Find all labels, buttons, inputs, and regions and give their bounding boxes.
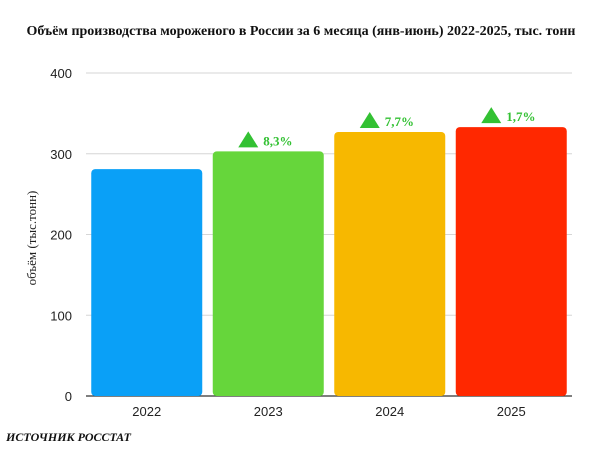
y-tick-label: 400 — [50, 66, 72, 81]
labels: 0 100 200 300 400 2022 2023 8,3% 2024 7,7% 2025 1,7… — [50, 66, 535, 419]
up-arrow-icon — [481, 107, 502, 124]
bar-2024 — [334, 131, 446, 396]
bar-2025 — [455, 127, 567, 396]
x-tick-label: 2025 — [497, 404, 526, 419]
source-note: ИСТОЧНИК РОССТАТ — [6, 430, 131, 444]
y-tick-label: 300 — [50, 147, 72, 162]
x-tick-label: 2023 — [254, 404, 283, 419]
growth-label: 8,3% — [263, 133, 292, 148]
bar-2023 — [212, 151, 324, 396]
growth-label: 7,7% — [385, 114, 414, 129]
y-tick-label: 200 — [50, 228, 72, 243]
up-arrow-icon — [359, 111, 380, 128]
x-tick-label: 2024 — [375, 404, 404, 419]
bars — [91, 127, 567, 396]
y-tick-label: 0 — [65, 389, 72, 404]
y-tick-label: 100 — [50, 308, 72, 323]
chart-title: Объём производства мороженого в России з… — [26, 24, 576, 39]
up-arrow-icon — [238, 131, 259, 148]
bar-2022 — [91, 169, 203, 396]
growth-label: 1,7% — [506, 109, 535, 124]
x-tick-label: 2022 — [132, 404, 161, 419]
